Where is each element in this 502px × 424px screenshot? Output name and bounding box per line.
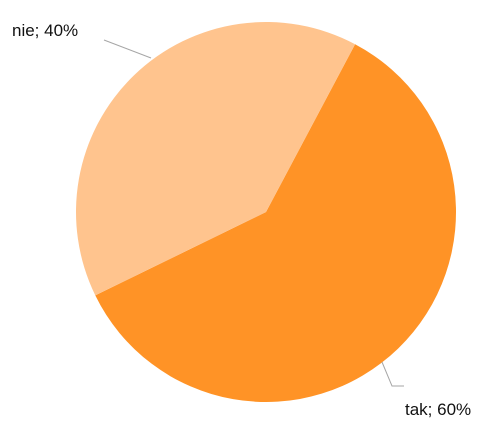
pie-slice-nie [76,22,356,296]
leader-line-nie [103,39,152,59]
slice-label-nie: nie; 40% [12,21,78,40]
pie-slice-tak [95,44,457,403]
leader-lines [103,39,404,387]
slice-label-tak: tak; 60% [405,400,471,419]
leader-line-tak [381,361,404,387]
pie-slices [76,22,457,403]
